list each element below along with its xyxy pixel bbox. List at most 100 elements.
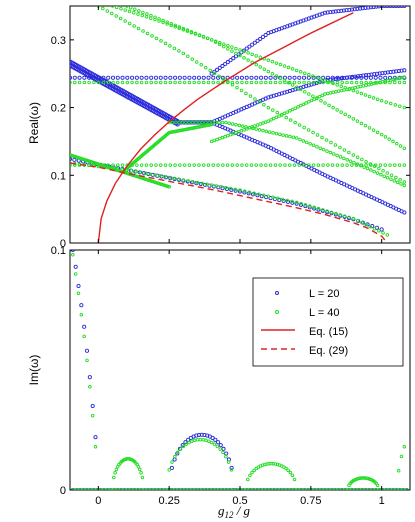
- x-tick-label: 0: [95, 495, 101, 507]
- data-point: [333, 488, 337, 490]
- data-point: [139, 80, 144, 85]
- data-point: [402, 68, 407, 73]
- data-point: [217, 65, 222, 70]
- data-point: [262, 488, 266, 490]
- data-point: [240, 80, 244, 85]
- data-point: [200, 120, 205, 125]
- data-point: [393, 103, 398, 107]
- data-point: [167, 468, 171, 472]
- panel-real: 0 0.1 0.2 0.3 Real(ω): [27, 5, 411, 250]
- data-point: [302, 80, 306, 85]
- data-point: [317, 94, 322, 99]
- data-point: [111, 163, 115, 167]
- data-point: [109, 488, 113, 490]
- data-point: [365, 166, 370, 171]
- data-point: [201, 35, 206, 39]
- data-point: [325, 10, 330, 15]
- data-point: [196, 432, 202, 438]
- data-point: [227, 121, 231, 125]
- data-point: [85, 358, 89, 363]
- data-point: [70, 80, 72, 85]
- data-point: [136, 488, 140, 490]
- data-point: [133, 7, 137, 11]
- data-point: [371, 6, 376, 10]
- data-point: [84, 348, 90, 353]
- data-point: [327, 103, 331, 108]
- data-point: [351, 153, 356, 157]
- data-point: [357, 488, 361, 490]
- data-point: [76, 283, 81, 289]
- data-point: [286, 80, 291, 85]
- data-point: [291, 135, 296, 140]
- data-point: [138, 467, 142, 472]
- data-point: [369, 168, 373, 172]
- data-point: [177, 26, 182, 30]
- data-point: [196, 75, 202, 80]
- data-point: [212, 69, 217, 74]
- data-point: [136, 464, 141, 469]
- data-point: [269, 118, 273, 122]
- data-point: [391, 139, 395, 144]
- data-point: [234, 51, 238, 56]
- data-point: [289, 488, 293, 490]
- data-point: [271, 108, 275, 112]
- data-point: [362, 165, 366, 169]
- data-point: [115, 75, 120, 80]
- data-point: [259, 163, 263, 167]
- data-point: [331, 105, 335, 110]
- data-point: [221, 77, 226, 81]
- data-point: [120, 80, 125, 85]
- data-point: [143, 171, 148, 176]
- data-point: [321, 163, 325, 167]
- data-point: [287, 75, 292, 80]
- data-point: [277, 114, 281, 118]
- data-point: [391, 488, 395, 490]
- data-point: [286, 65, 291, 70]
- data-point: [306, 488, 310, 490]
- data-point: [298, 137, 302, 142]
- data-point: [71, 488, 76, 490]
- data-point: [88, 488, 93, 490]
- data-point: [172, 46, 177, 51]
- data-point: [307, 92, 311, 96]
- data-point: [249, 80, 254, 85]
- data-point: [230, 122, 235, 126]
- data-point: [288, 134, 292, 139]
- data-point: [333, 143, 338, 147]
- data-point: [182, 163, 187, 167]
- data-point: [241, 48, 247, 53]
- data-point: [365, 222, 370, 227]
- data-point: [302, 125, 306, 130]
- data-point: [112, 488, 116, 490]
- data-point: [154, 163, 158, 167]
- data-point: [315, 144, 319, 149]
- data-point: [303, 90, 307, 94]
- data-point: [316, 207, 321, 212]
- data-point: [73, 264, 78, 269]
- data-point: [304, 101, 308, 105]
- data-point: [374, 6, 379, 9]
- data-point: [70, 153, 72, 157]
- data-point: [148, 16, 153, 20]
- data-point: [254, 80, 259, 85]
- data-point: [186, 179, 190, 183]
- data-point: [187, 120, 191, 125]
- data-point: [180, 120, 185, 125]
- data-point: [398, 104, 402, 108]
- data-point: [225, 60, 230, 65]
- data-point: [110, 6, 115, 8]
- x-tick-label: 1: [379, 495, 385, 507]
- data-point: [397, 80, 402, 85]
- data-point: [216, 80, 220, 85]
- data-point: [323, 101, 327, 105]
- data-point: [296, 488, 300, 490]
- data-point: [319, 488, 324, 490]
- data-point: [154, 36, 159, 41]
- data-point: [261, 193, 266, 198]
- data-point: [144, 163, 149, 167]
- data-point: [394, 175, 398, 180]
- data-point: [269, 461, 273, 466]
- data-point: [163, 488, 167, 490]
- data-point: [211, 75, 216, 80]
- data-point: [135, 80, 139, 85]
